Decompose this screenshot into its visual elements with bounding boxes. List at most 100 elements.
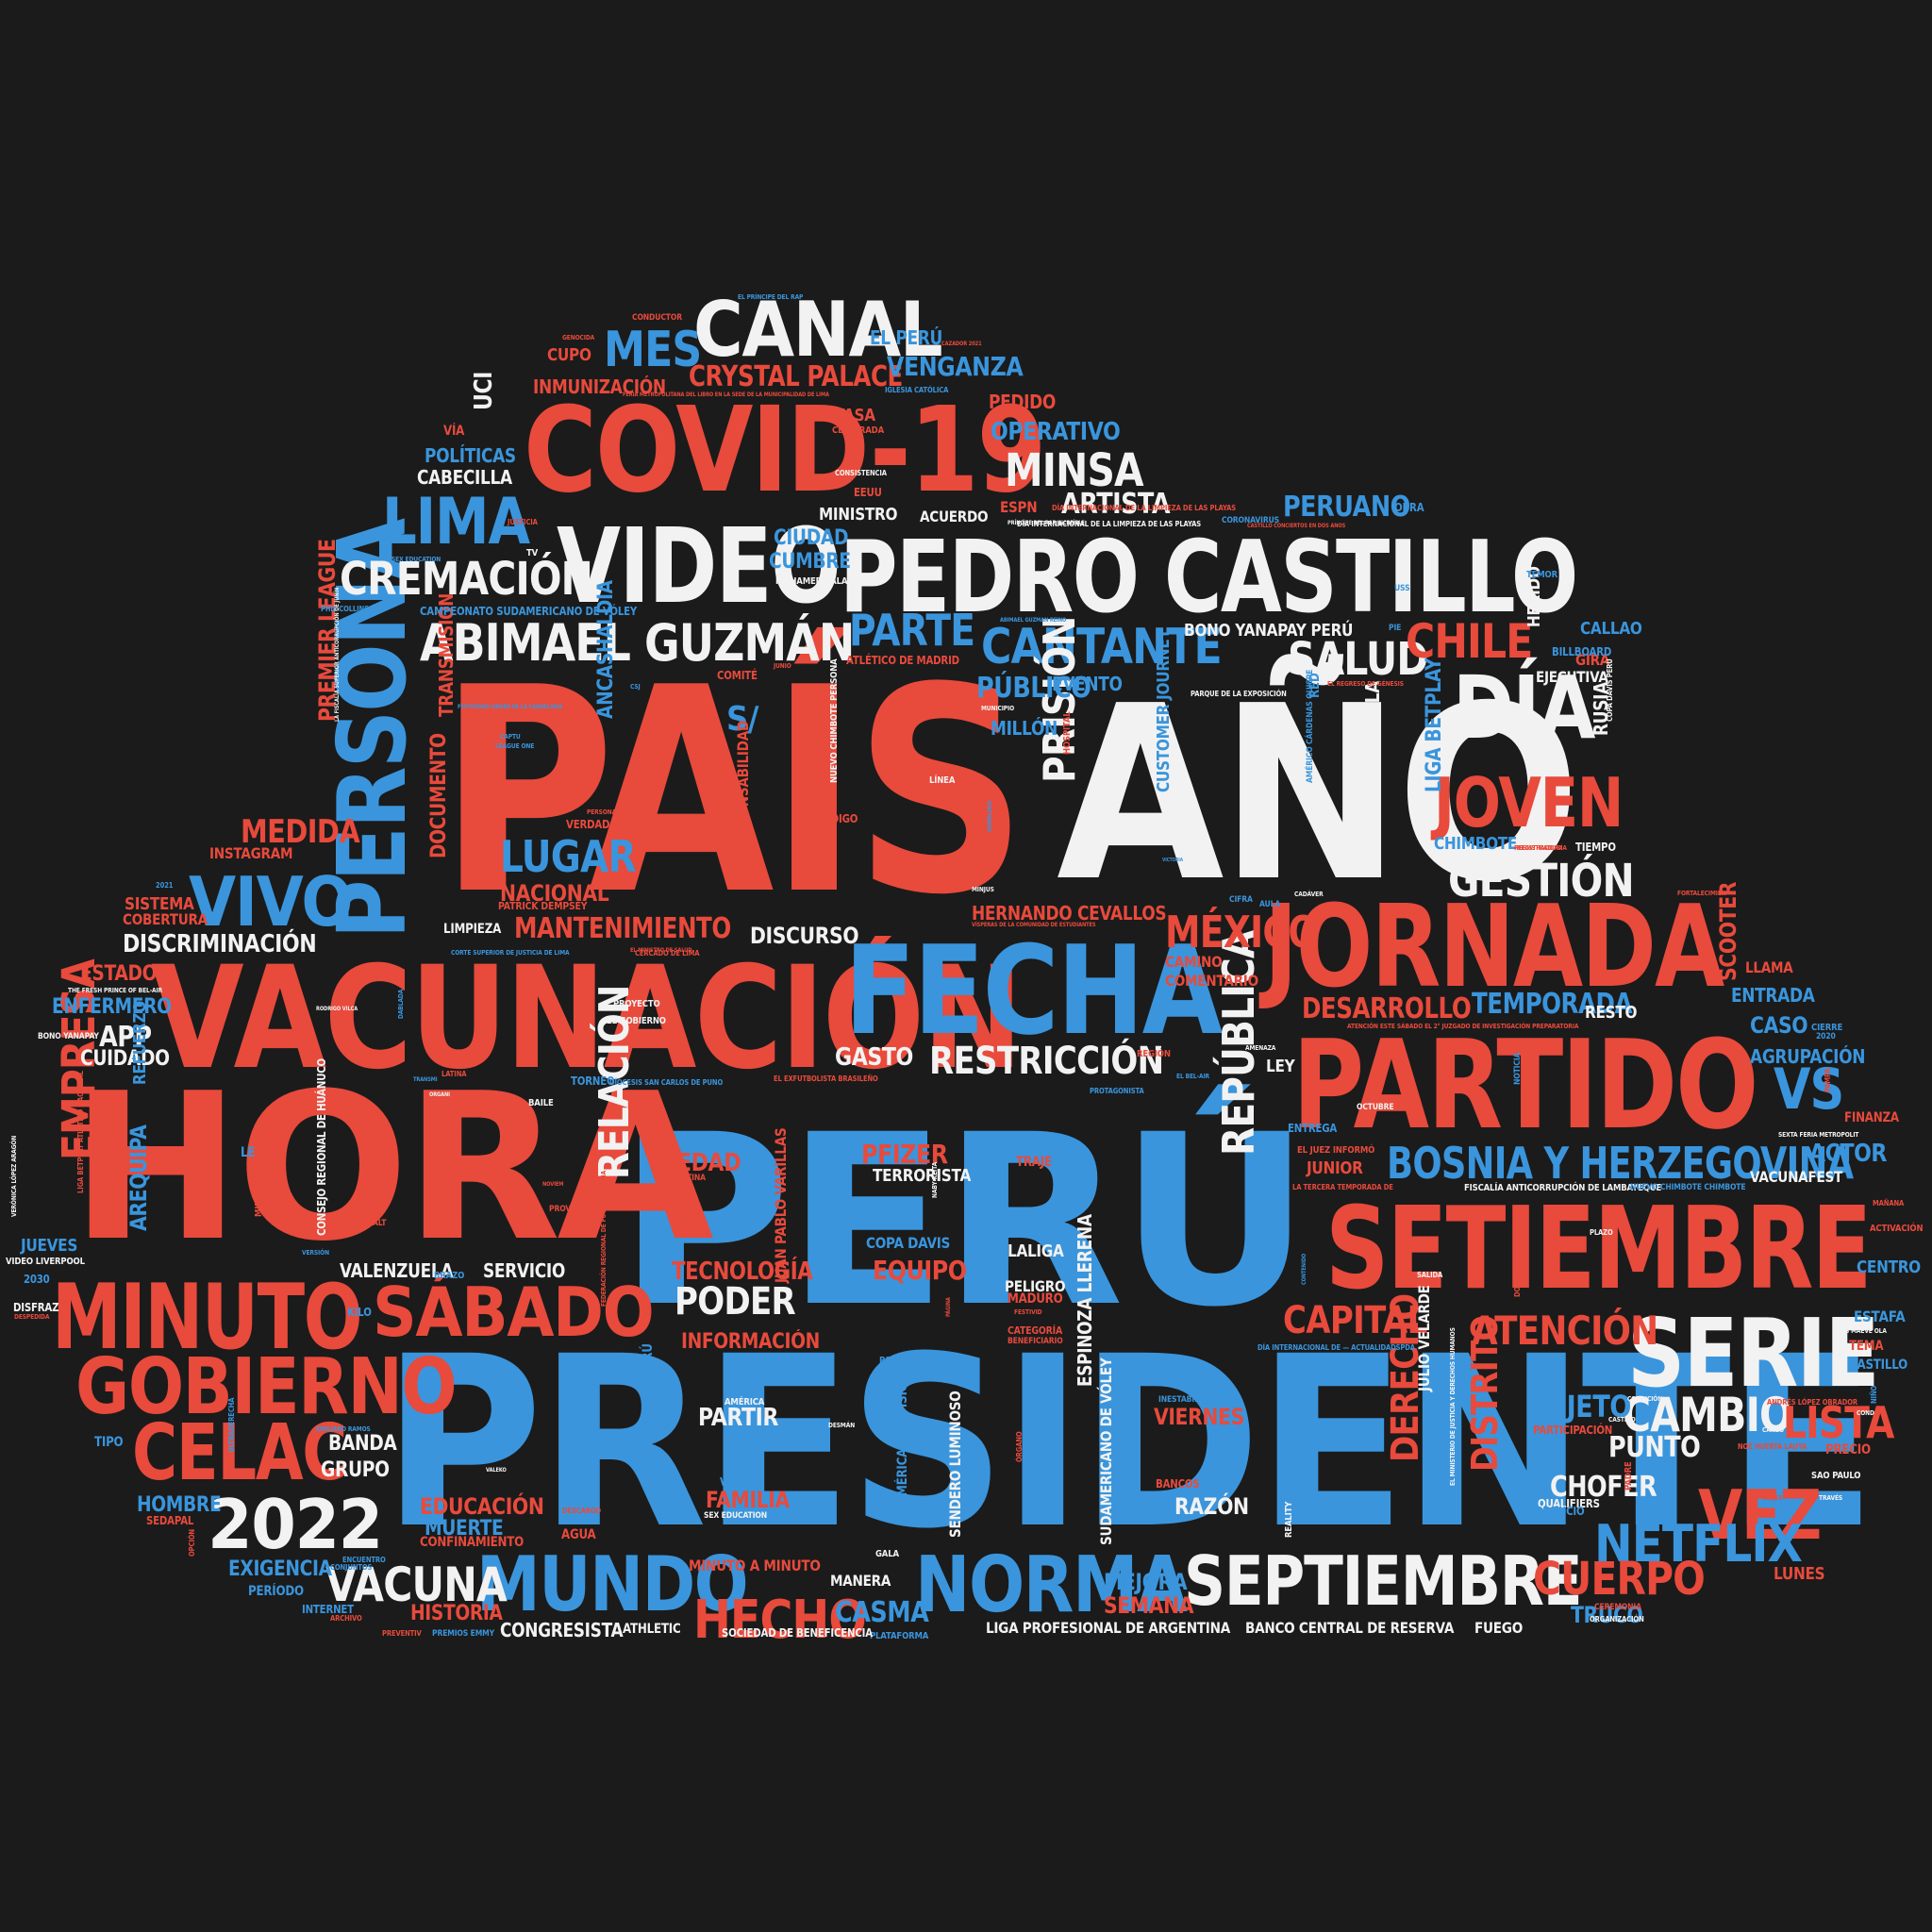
- word-julio-velarde: JULIO VELARDE: [1415, 1285, 1433, 1391]
- word-serie: SERIE: [1627, 1298, 1880, 1408]
- word-andres-manuel-lopez-obrador: ANDRÉS MANUEL LÓPEZ OBRADOR: [452, 1094, 460, 1217]
- word-otis-maeve-ola: OTIS MAEVE OLA: [1835, 1327, 1887, 1335]
- word-festividad-virgen-de-la-candelaria: FESTIVIDAD VIRGEN DE LA CANDELARIA: [458, 704, 563, 710]
- word-phil-collins: PHIL COLLINS: [321, 605, 369, 613]
- word-desarrollo: DESARROLLO: [1302, 992, 1472, 1025]
- word-sociedad-de-beneficencia: SOCIEDAD DE BENEFICENCIA: [722, 1626, 873, 1640]
- word-peligro: PELIGRO: [1005, 1277, 1066, 1295]
- word-chimbote: CHIMBOTE: [1434, 834, 1518, 854]
- word-la-fiscalia-superior-anticorrupcion-de-junin: LA FISCALÍA SUPERIOR ANTICORRUPCIÓN DE J…: [334, 587, 341, 722]
- word-artista: ARTISTA: [1061, 488, 1171, 521]
- word-copa-davis-peru: COPA DAVIS PERÚ: [1606, 658, 1614, 722]
- word-castillo-conciertos-en-dos-anos: CASTILLO CONCIERTOS EN DOS AÑOS: [1247, 523, 1346, 529]
- word-centro: CENTRO: [1857, 1257, 1921, 1277]
- word-discurso: DISCURSO: [750, 923, 859, 949]
- word-video: VIDEO: [557, 506, 841, 626]
- word-el-exfutbolista-brasileno: EL EXFUTBOLISTA BRASILEÑO: [774, 1074, 878, 1083]
- word-cazador-2021: CAZADOR 2021: [941, 341, 982, 347]
- word-pfizer: PFIZER: [861, 1139, 948, 1170]
- word-americo-cardenas-quispe: AMÉRICO CÁRDENAS QUISPE: [1306, 669, 1315, 783]
- word-el-ministro-de-salud: EL MINISTRO DE SALUD: [630, 947, 692, 954]
- word-estado: ESTADO: [80, 962, 158, 986]
- word-sendero-luminoso: SENDERO LUMINOSO: [946, 1391, 964, 1538]
- word-tema: TEMA: [1849, 1339, 1884, 1354]
- word-el-principe-del-rap: EL PRÍNCIPE DEL RAP: [738, 293, 804, 301]
- word-noe-huerta-lauya: NOÉ HUERTA LAUYA: [1738, 1442, 1807, 1451]
- word-reality: REALITY: [1284, 1501, 1294, 1538]
- word-atencion-este-sabado-el-2-juzgado-de-investigacion-preparatoria: ATENCIÓN ESTE SÁBADO EL 2° JUZGADO DE IN…: [1347, 1023, 1579, 1030]
- word-estafa: ESTAFA: [1854, 1307, 1906, 1325]
- word-viernes: VIERNES: [1154, 1404, 1244, 1430]
- word-cifra: CIFRA: [1229, 895, 1253, 905]
- word-gasto: GASTO: [835, 1043, 913, 1072]
- word-diocesis-san-carlos-de-puno: DÍOCESIS SAN CARLOS DE PUNO: [609, 1078, 724, 1087]
- word-historia: HISTORIA: [410, 1602, 503, 1625]
- word-lugar: LUGAR: [500, 831, 637, 882]
- word-peruano: PERUANO: [1283, 491, 1410, 524]
- word-periodo: PERÍODO: [248, 1584, 304, 1599]
- word-evento: EVENTO: [1052, 673, 1123, 695]
- word-norma: NORMA: [915, 1541, 1188, 1630]
- word-abimael-guzman-reino: ABIMAEL GUZMÁN REINO: [1000, 617, 1067, 624]
- word-entrega: ENTREGA: [1288, 1122, 1338, 1135]
- word-minjus: MINJUS: [972, 886, 994, 893]
- word-comite: COMITÉ: [717, 669, 758, 682]
- word-conductor: CONDUCTOR: [632, 313, 682, 323]
- word-dia-internacional-de-la-limpieza-de-las-playas: DÍA INTERNACIONAL DE LA LIMPIEZA DE LAS …: [1052, 504, 1237, 512]
- word-familia: FAMILIA: [706, 1487, 790, 1513]
- word-enfermero: ENFERMERO: [52, 995, 172, 1019]
- word-junior: JUNIOR: [1307, 1158, 1363, 1178]
- word-casma: CASMA: [835, 1596, 929, 1629]
- word-truco: TRUCO: [1571, 1602, 1643, 1628]
- word-precio: PRECIO: [1825, 1442, 1871, 1457]
- word-aula: AULA: [1259, 900, 1281, 909]
- word-participacion: PARTICIPACIÓN: [1533, 1424, 1613, 1437]
- word-espn: ESPN: [1000, 498, 1038, 516]
- word-visperas-de-la-comunidad-de-estudiantes: VÍSPERAS DE LA COMUNIDAD DE ESTUDIANTES: [972, 922, 1096, 928]
- word-organi: ORGANI: [429, 1091, 450, 1098]
- word-opcion: OPCIÓN: [188, 1529, 196, 1557]
- word-servicio: SERVICIO: [483, 1259, 565, 1282]
- word-fortalecimien: FORTALECIMIEN: [1677, 890, 1726, 897]
- word-sujeto: SUJETO: [1528, 1389, 1631, 1424]
- word-gestion: GESTIÓN: [1448, 855, 1635, 908]
- word-latina: LATINA: [441, 1070, 467, 1078]
- word-lima: LIMA: [382, 485, 530, 559]
- word-registraduria: REGISTRADURÍA: [1517, 844, 1567, 852]
- word-andres-lopez-obrador: ANDRÉS LÓPEZ OBRADOR: [1767, 1398, 1857, 1407]
- word-gobierno: GOBIERNO: [75, 1342, 458, 1432]
- word-capital: CAPITAL: [1283, 1299, 1427, 1342]
- word-fuego: FUEGO: [1474, 1619, 1523, 1637]
- word-traves: TRAVÉS: [1819, 1494, 1843, 1502]
- word-consejo-regional-de-huanuco: CONSEJO REGIONAL DE HUÁNUCO: [315, 1058, 328, 1236]
- word-cuidado: CUIDADO: [80, 1047, 170, 1071]
- word-chofer: CHOFER: [1550, 1471, 1657, 1504]
- word-partido: PARTIDO: [1292, 1013, 1758, 1157]
- word-condicion: CONDICIÓN: [1627, 1395, 1663, 1403]
- word-encuentro: ENCUENTRO: [342, 1556, 386, 1564]
- word-fecha: FECHA: [844, 919, 1223, 1062]
- word-contenido: CONTENIDO: [1301, 1253, 1307, 1285]
- word-punto: PUNTO: [1608, 1431, 1701, 1464]
- word-comentario: COMENTARIO: [1165, 972, 1258, 990]
- word-victoria: VICTORIA: [1162, 858, 1183, 863]
- word-celebrada: CELEBRADA: [832, 425, 884, 436]
- word-dia-internacional-de-la-limpieza-de-las-playas: DÍA INTERNACIONAL DE LA LIMPIEZA DE LAS …: [1017, 520, 1202, 528]
- word-lunes: LUNES: [1774, 1564, 1825, 1584]
- word-tiempo: TIEMPO: [1575, 841, 1616, 854]
- word-internet: INTERNET: [302, 1603, 354, 1616]
- word-sistema: SISTEMA: [125, 894, 194, 914]
- word-rotina: ROTINA: [675, 1174, 706, 1183]
- word-archivo: ARCHIVO: [330, 1614, 362, 1623]
- word-republica: REPÚBLICA: [1213, 930, 1264, 1156]
- word-tecnologia: TECNOLOGÍA: [672, 1257, 813, 1286]
- word-traje: TRAJE: [1016, 1155, 1052, 1170]
- word-corte-superior-de-justicia-de-lima: CORTE SUPERIOR DE JUSTICIA DE LIMA: [451, 949, 570, 957]
- word-cartilla: CARTILLA: [1361, 681, 1384, 764]
- word-elejes: ELEJES: [1762, 1494, 1783, 1502]
- word-iglesia-catolica: IGLESIA CATÓLICA: [885, 386, 949, 394]
- word-camino: CAMINO: [1165, 953, 1223, 971]
- word-customer-journey: CUSTOMER JOURNEY: [1154, 628, 1174, 792]
- word-municipio: MUNICIPIO: [981, 705, 1015, 712]
